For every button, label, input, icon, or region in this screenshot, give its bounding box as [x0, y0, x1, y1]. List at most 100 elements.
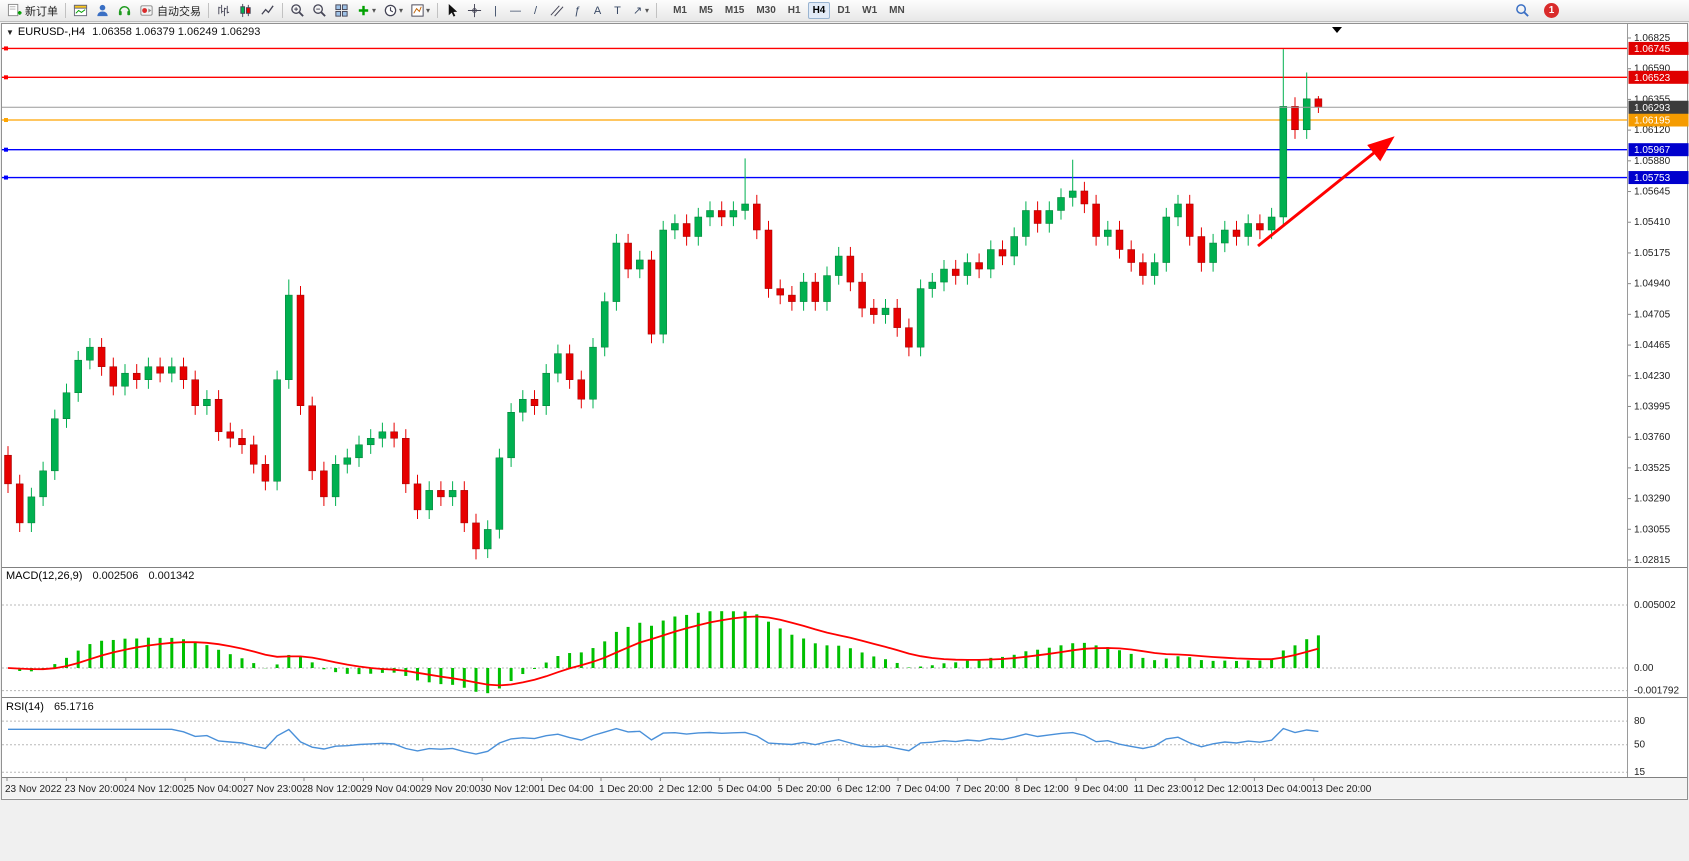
svg-text:29 Nov 04:00: 29 Nov 04:00 — [361, 784, 421, 795]
tile-windows-icon — [335, 4, 348, 17]
rsi-line — [8, 727, 1319, 755]
zoom-in-button[interactable] — [287, 1, 308, 21]
candles[interactable] — [4, 49, 1323, 560]
trendline-tool-button[interactable]: / — [526, 1, 545, 21]
auto-trading-icon — [140, 5, 153, 16]
svg-text:27 Nov 23:00: 27 Nov 23:00 — [243, 784, 303, 795]
support-button[interactable] — [114, 1, 135, 21]
timeframe-w1[interactable]: W1 — [862, 5, 878, 16]
svg-text:1.05175: 1.05175 — [1634, 248, 1671, 259]
svg-text:1 Dec 04:00: 1 Dec 04:00 — [540, 784, 594, 795]
text-label-tool-button[interactable]: T — [608, 1, 627, 21]
svg-text:8 Dec 12:00: 8 Dec 12:00 — [1015, 784, 1069, 795]
svg-text:1.03290: 1.03290 — [1634, 494, 1671, 505]
svg-text:1.04230: 1.04230 — [1634, 371, 1671, 382]
svg-text:12 Dec 12:00: 12 Dec 12:00 — [1193, 784, 1253, 795]
timeframe-h1[interactable]: H1 — [787, 5, 801, 16]
svg-text:1.02815: 1.02815 — [1634, 555, 1671, 566]
auto-trading-label: 自动交易 — [157, 5, 201, 18]
profiles-button[interactable] — [92, 1, 113, 21]
indicators-button[interactable]: ▾ — [353, 1, 379, 21]
line-chart-icon — [261, 5, 274, 15]
new-chart-button[interactable] — [70, 1, 91, 21]
svg-text:30 Nov 12:00: 30 Nov 12:00 — [480, 784, 540, 795]
svg-text:1.05880: 1.05880 — [1634, 156, 1671, 167]
zoom-out-button[interactable] — [309, 1, 330, 21]
periods-button[interactable]: ▾ — [380, 1, 406, 21]
svg-text:1.05645: 1.05645 — [1634, 187, 1671, 198]
arrows-tool-button[interactable]: ↗ ▾ — [628, 1, 652, 21]
horizontal-line-icon: — — [510, 4, 522, 17]
crosshair-icon — [467, 3, 482, 18]
chevron-down-icon[interactable]: ▾ — [645, 6, 650, 15]
separator — [656, 3, 658, 18]
bar-chart-button[interactable] — [213, 1, 234, 21]
separator — [437, 3, 439, 18]
price-axis[interactable]: 1.06825 1.06590 1.06355 1.06120 1.05880 1.056… — [1627, 33, 1671, 566]
svg-text:1.04705: 1.04705 — [1634, 309, 1671, 320]
line-chart-button[interactable] — [257, 1, 278, 21]
search-icon — [1516, 4, 1529, 17]
auto-trading-button[interactable]: 自动交易 — [136, 1, 204, 21]
tile-windows-button[interactable] — [331, 1, 352, 21]
svg-text:23 Nov 20:00: 23 Nov 20:00 — [64, 784, 124, 795]
trend-arrow-annotation[interactable] — [1257, 136, 1395, 248]
horizontal-line-tool-button[interactable]: — — [506, 1, 525, 21]
notification-badge[interactable]: 1 — [1544, 3, 1559, 18]
svg-text:1.05753: 1.05753 — [1634, 173, 1671, 184]
chart-background[interactable] — [2, 24, 1687, 799]
timeframe-mn[interactable]: MN — [889, 5, 905, 16]
fibonacci-icon: ƒ — [574, 4, 581, 17]
fibonacci-tool-button[interactable]: ƒ — [568, 1, 587, 21]
zoom-in-icon — [291, 4, 304, 17]
svg-text:13 Dec 04:00: 13 Dec 04:00 — [1252, 784, 1312, 795]
candlestick-chart-button[interactable] — [235, 1, 256, 21]
horizontal-lines[interactable] — [2, 46, 1627, 180]
price-label-boxes: 1.06745 1.06523 1.06195 1.05967 1.05753 1.062… — [1628, 41, 1689, 185]
template-icon — [411, 4, 424, 17]
timeframe-m1[interactable]: M1 — [673, 5, 687, 16]
indicators-icon — [358, 5, 369, 16]
time-axis[interactable]: 23 Nov 2022 23 Nov 20:00 24 Nov 12:00 25 No… — [5, 777, 1372, 795]
svg-text:1.03525: 1.03525 — [1634, 463, 1671, 474]
chevron-down-icon[interactable]: ▾ — [426, 6, 431, 15]
cursor-tool-button[interactable] — [442, 1, 463, 21]
new-order-button[interactable]: 新订单 — [4, 1, 61, 21]
svg-text:1.06825: 1.06825 — [1634, 33, 1671, 44]
channel-tool-button[interactable] — [546, 1, 567, 21]
rsi-label: RSI(14) 65.1716 — [6, 701, 94, 713]
timeframe-m30[interactable]: M30 — [756, 5, 776, 16]
svg-text:1.03760: 1.03760 — [1634, 432, 1671, 443]
chevron-down-icon[interactable]: ▾ — [372, 6, 377, 15]
scroll-marker-icon[interactable] — [1332, 27, 1342, 33]
text-tool-button[interactable]: A — [588, 1, 607, 21]
vertical-line-tool-button[interactable]: | — [486, 1, 505, 21]
chart-menu-icon[interactable]: ▼ — [6, 28, 14, 37]
svg-text:1.04940: 1.04940 — [1634, 279, 1671, 290]
profile-icon — [97, 4, 108, 17]
vertical-line-icon: | — [494, 4, 497, 17]
zoom-out-icon — [313, 4, 326, 17]
svg-text:50: 50 — [1634, 740, 1646, 751]
chevron-down-icon[interactable]: ▾ — [399, 6, 404, 15]
macd-signal-value: 0.001342 — [148, 570, 195, 582]
search-button[interactable] — [1512, 1, 1533, 21]
svg-text:1.05410: 1.05410 — [1634, 217, 1671, 228]
timeframe-d1[interactable]: D1 — [837, 5, 851, 16]
svg-text:80: 80 — [1634, 716, 1646, 727]
svg-text:1.06523: 1.06523 — [1634, 73, 1671, 84]
chart-window-frame — [1, 23, 1688, 800]
rsi-value: 65.1716 — [53, 701, 94, 713]
svg-text:25 Nov 04:00: 25 Nov 04:00 — [183, 784, 243, 795]
svg-text:15: 15 — [1634, 767, 1646, 778]
timeframe-m5[interactable]: M5 — [698, 5, 713, 16]
templates-button[interactable]: ▾ — [407, 1, 433, 21]
macd-signal-line — [7, 615, 1319, 687]
timeframe-h4[interactable]: H4 — [807, 2, 831, 19]
svg-text:1.04465: 1.04465 — [1634, 340, 1671, 351]
crosshair-tool-button[interactable] — [464, 1, 485, 21]
timeframe-m15[interactable]: M15 — [724, 5, 745, 16]
text-icon: A — [593, 4, 602, 17]
svg-text:1.06355: 1.06355 — [1634, 94, 1671, 105]
